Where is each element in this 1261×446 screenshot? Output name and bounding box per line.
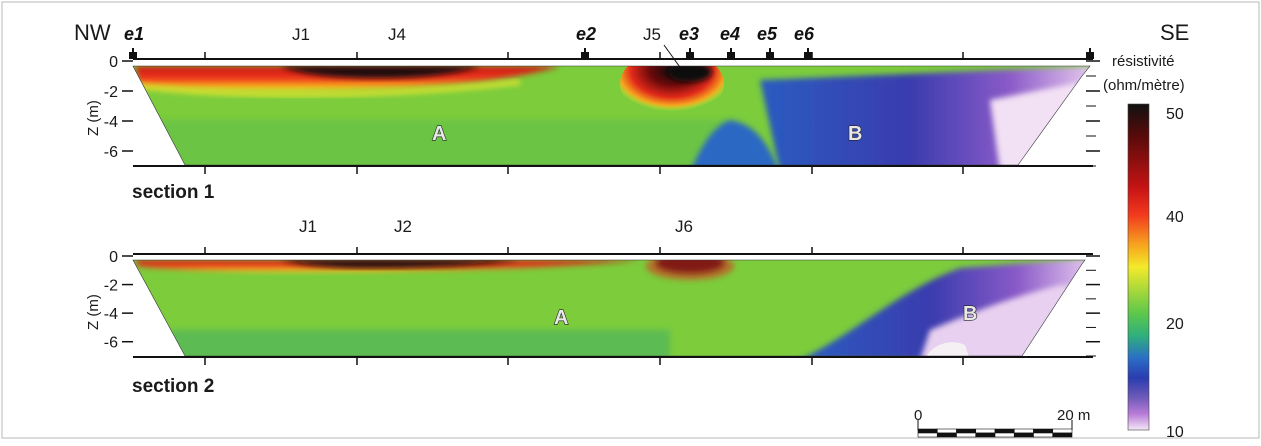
scalebar-bottom-segment-5 xyxy=(1013,432,1034,438)
colorbar-title-line2: (ohm/mètre) xyxy=(1103,77,1185,94)
section-2-ylabel: Z (m) xyxy=(85,294,102,330)
section-2-marker-j6: J6 xyxy=(675,217,693,236)
scalebar-top-segment-0 xyxy=(917,428,938,434)
section-2-y-label-2: -4 xyxy=(104,306,118,323)
section-2-outline xyxy=(132,259,1086,357)
section-2-panel: 0 -2 -4 -6 Z (m) J1 J2 J6 A B section 2 xyxy=(85,217,1100,397)
electrode-label-e2: e2 xyxy=(576,24,596,44)
section-1-y-label-2: -4 xyxy=(104,114,118,131)
section-2-marker-j2: J2 xyxy=(394,217,412,236)
scalebar-bottom-segment-4 xyxy=(994,432,1015,438)
section-1-heatmap xyxy=(133,66,1090,165)
section-2-y-label-1: -2 xyxy=(104,278,118,295)
section-2-y-label-0: 0 xyxy=(109,249,118,266)
colorbar-title-line1: résistivité xyxy=(1112,53,1175,70)
scalebar-top-segment-7 xyxy=(1052,428,1073,434)
section-1-y-label-0: 0 xyxy=(109,54,118,71)
colorbar-tick-50: 50 xyxy=(1166,106,1184,123)
scalebar-end-label: 20 m xyxy=(1057,407,1090,424)
section-2-zone-b: B xyxy=(963,303,977,325)
scalebar-bottom-segment-7 xyxy=(1052,432,1073,438)
section-2-x-ticks xyxy=(204,247,964,365)
section-1-y-label-3: -6 xyxy=(104,144,118,161)
orientation-nw: NW xyxy=(74,20,111,45)
colorbar-tick-40: 40 xyxy=(1166,209,1184,226)
scalebar-top-segment-2 xyxy=(956,428,977,434)
orientation-se: SE xyxy=(1160,20,1189,45)
colorbar-tick-10: 10 xyxy=(1166,424,1184,441)
section-1-y-label-1: -2 xyxy=(104,84,118,101)
section-1-marker-j1: J1 xyxy=(292,25,310,44)
section-1-panel: 0 -2 -4 -6 Z (m) J1 J4 J5 e1 e2 e3 e4 e5 e6… xyxy=(74,20,1189,203)
scalebar-top-segment-3 xyxy=(975,428,996,434)
scalebar-bottom-segment-6 xyxy=(1033,432,1054,438)
scalebar-segments xyxy=(917,428,1073,438)
scalebar-top-segment-1 xyxy=(936,428,957,434)
section-1-outline xyxy=(132,65,1091,166)
section-2-heatmap xyxy=(133,260,1085,356)
section-2-y-label-3: -6 xyxy=(104,335,118,352)
section-2-title: section 2 xyxy=(132,376,214,397)
section-1-zone-b: B xyxy=(848,123,862,145)
electrode-label-e6: e6 xyxy=(794,24,815,44)
electrode-label-e1: e1 xyxy=(124,24,144,44)
colorbar-tick-20: 20 xyxy=(1166,316,1184,333)
j5-leader-line xyxy=(663,44,683,71)
scalebar: 0 20 m xyxy=(914,407,1090,438)
section-2-y-ticks: 0 -2 -4 -6 xyxy=(104,249,1100,357)
scalebar-bottom-segment-2 xyxy=(956,432,977,438)
electrode-markers xyxy=(129,48,1094,59)
section-2-marker-j1: J1 xyxy=(299,217,317,236)
section-2-zone-a: A xyxy=(554,307,568,329)
electrode-label-e5: e5 xyxy=(757,24,778,44)
scalebar-bottom-segment-1 xyxy=(936,432,957,438)
scalebar-bottom-segment-0 xyxy=(917,432,938,438)
electrode-label-e3: e3 xyxy=(679,24,699,44)
colorbar: résistivité (ohm/mètre) 50 40 20 10 xyxy=(1103,53,1185,441)
scalebar-bottom-segment-3 xyxy=(975,432,996,438)
scalebar-top-segment-4 xyxy=(994,428,1015,434)
electrode-label-e4: e4 xyxy=(720,24,740,44)
section-1-zone-a: A xyxy=(432,123,446,145)
section-1-marker-j4: J4 xyxy=(388,25,406,44)
scalebar-start-label: 0 xyxy=(914,407,922,424)
section-1-marker-j5: J5 xyxy=(643,25,661,44)
scalebar-top-segment-6 xyxy=(1033,428,1054,434)
section-1-ylabel: Z (m) xyxy=(85,100,102,136)
section-1-y-ticks: 0 -2 -4 -6 xyxy=(104,54,1100,167)
section-1-title: section 1 xyxy=(132,182,215,203)
scalebar-top-segment-5 xyxy=(1013,428,1034,434)
colorbar-gradient xyxy=(1127,103,1150,431)
